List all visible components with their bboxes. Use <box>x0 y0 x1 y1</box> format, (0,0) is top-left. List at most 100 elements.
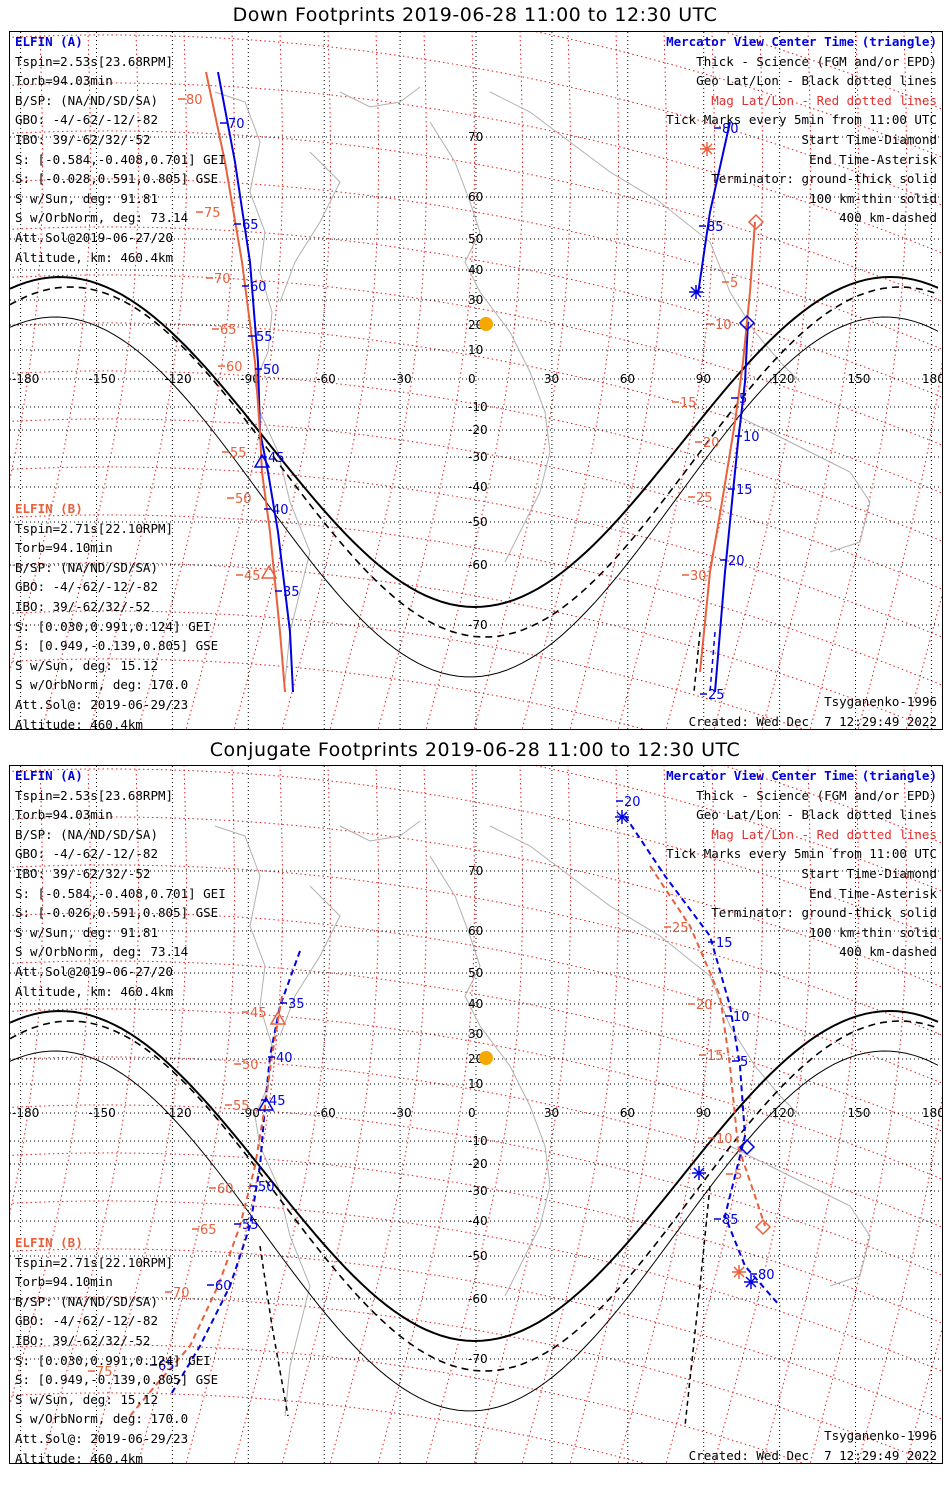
lon-tick-label: -150 <box>89 1106 116 1120</box>
mag-lon-line <box>761 32 860 729</box>
elfin-a-dashed-south <box>709 631 716 693</box>
elfin-b-info-line: S w/OrbNorm, deg: 170.0 <box>15 1411 189 1427</box>
mag-lon-line <box>809 766 908 1463</box>
mag-lat-line <box>10 960 942 1132</box>
terminators <box>10 275 939 678</box>
terminator-400km <box>10 1020 939 1372</box>
elfin-a-info-line: Torb=94.03min <box>15 807 113 823</box>
elfin-b-info-line: Tspin=2.71s[22.10RPM] <box>15 520 174 536</box>
elfin-a-info-line: Tspin=2.53s[23.68RPM] <box>15 53 174 69</box>
track-tick-labels: 7065605550454035807570656055504580855101… <box>178 93 760 703</box>
elfin-a-info-line: ELFIN (A) <box>15 768 83 783</box>
elfin-a-info-line: S w/Sun, deg: 91.81 <box>15 190 158 206</box>
map-canvas: -180-150-120-90-60-300306090120150180706… <box>10 32 942 729</box>
elfin-b-info-line: S: [0.949,-0.139,0.805] GSE <box>15 1372 219 1388</box>
elfin-b-info-line: S w/OrbNorm, deg: 170.0 <box>15 677 189 693</box>
down-footprints-title: Down Footprints 2019-06-28 11:00 to 12:3… <box>232 4 718 26</box>
legend-panel-line: Geo Lat/Lon - Black dotted lines <box>696 73 937 89</box>
coastline <box>489 825 801 1117</box>
tick-label: 25 <box>696 491 713 506</box>
legend-panel-line: 400 km-dashed <box>839 944 937 960</box>
elfin-a-info-line: S w/OrbNorm, deg: 73.14 <box>15 210 189 226</box>
elfin-a-info-line: S w/Sun, deg: 91.81 <box>15 924 158 940</box>
center-time-triangle <box>260 564 278 579</box>
mag-lat-line <box>10 768 942 940</box>
tick-label: 20 <box>696 998 713 1013</box>
elfin-a-track-east <box>697 121 731 295</box>
terminator-100km <box>10 316 939 678</box>
start-time-diamond <box>754 1218 772 1236</box>
mag-lat-line <box>10 658 646 729</box>
tick-label: 50 <box>242 1058 259 1073</box>
tick-label: 60 <box>226 360 243 375</box>
tick-label: 20 <box>728 554 745 569</box>
legend-panel-line: Mag Lat/Lon - Red dotted lines <box>711 92 937 108</box>
tick-label: 60 <box>217 1182 234 1197</box>
mag-grid <box>10 766 942 1463</box>
lon-tick-label: 150 <box>848 1106 871 1120</box>
terminator-400km <box>10 286 939 638</box>
start-time-diamond <box>738 1138 756 1156</box>
mag-lat-line <box>10 1392 646 1463</box>
lat-tick-label: -50 <box>468 515 488 529</box>
lat-tick-label: 60 <box>468 924 483 938</box>
tick-label: 25 <box>672 921 689 936</box>
lat-tick-label: 30 <box>468 293 483 307</box>
lon-tick-label: 60 <box>620 1106 635 1120</box>
mag-lat-line <box>10 816 942 988</box>
mag-lon-line <box>425 766 524 1463</box>
lat-tick-label: 60 <box>468 190 483 204</box>
legend-panel-line: Geo Lat/Lon - Black dotted lines <box>696 807 937 823</box>
footprint-tracks <box>129 815 781 1427</box>
tick-label: 55 <box>233 1099 250 1114</box>
tick-label: 45 <box>244 569 261 584</box>
mag-lon-line <box>473 766 572 1463</box>
mag-lon-line <box>329 766 428 1463</box>
coastline <box>729 1145 871 1287</box>
tick-label: 85 <box>722 1213 739 1228</box>
lon-tick-label: -120 <box>164 372 191 386</box>
mag-lon-line <box>713 32 812 729</box>
elfin-black-dashed <box>693 631 701 693</box>
elfin-b-info-line: Att.Sol@: 2019-06-29/23 <box>15 696 189 712</box>
mag-lat-line <box>10 1344 805 1463</box>
lon-tick-label: -180 <box>12 372 39 386</box>
mag-lat-line <box>10 562 934 729</box>
elfin-a-info-line: Att.Sol@2019-06-27/20 <box>15 229 174 245</box>
tick-label: 45 <box>269 1094 286 1109</box>
lon-tick-label: -60 <box>316 1106 336 1120</box>
coastline <box>279 885 341 1037</box>
tick-label: 75 <box>96 1365 113 1380</box>
lat-tick-label: -30 <box>468 1184 488 1198</box>
lat-tick-label: -20 <box>468 1157 488 1171</box>
mag-lon-line <box>617 766 716 1463</box>
elfin-a-info-line: B/SP: (NA/ND/SD/SA) <box>15 92 158 108</box>
tick-label: 65 <box>220 323 237 338</box>
start-time-diamond <box>738 314 756 332</box>
legend-panel-line: Tick Marks every 5min from 11:00 UTC <box>666 846 937 862</box>
center-time-triangle <box>269 1010 287 1025</box>
end-time-asterisk <box>692 1166 706 1180</box>
lat-tick-label: 50 <box>468 966 483 980</box>
mag-lon-line <box>569 32 668 729</box>
coastline <box>339 820 421 842</box>
conjugate-footprints-map[interactable]: -180 -150 -120 -90 -60 -30 0 30 60 90 120 150 180 70 6… <box>9 765 943 1464</box>
coastline <box>429 855 551 1297</box>
tick-label: 60 <box>215 1279 232 1294</box>
elfin-b-track-west <box>205 71 286 693</box>
lon-tick-label: 120 <box>772 372 795 386</box>
tick-label: 80 <box>186 93 203 108</box>
tick-label: 55 <box>230 446 247 461</box>
coastline <box>339 86 421 108</box>
tick-label: 5 <box>740 1055 748 1070</box>
tick-label: 80 <box>722 122 739 137</box>
black-dashed-conj2 <box>684 1185 711 1427</box>
lat-tick-label: 10 <box>468 1077 483 1091</box>
legend-panel-line: Terminator: ground-thick solid <box>711 905 937 921</box>
down-footprints-map[interactable]: -180-150-120-90-60-300306090120150180706… <box>9 31 943 730</box>
lat-tick-label: 50 <box>468 232 483 246</box>
lon-tick-label: 90 <box>696 1106 711 1120</box>
legend-panel-line: End Time-Asterisk <box>809 151 937 167</box>
elfin-b-info-line: GBO: -4/-62/-12/-82 <box>15 1313 158 1329</box>
tick-label: 65 <box>242 218 259 233</box>
